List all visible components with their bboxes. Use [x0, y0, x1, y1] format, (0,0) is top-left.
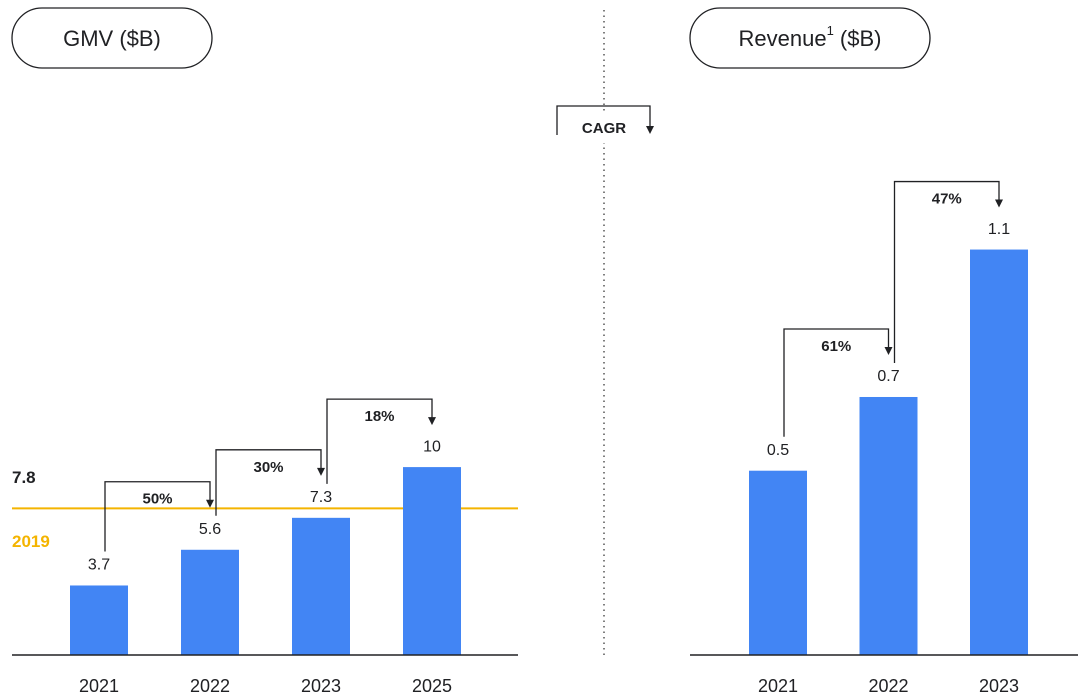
value-label: 5.6: [199, 521, 221, 538]
value-label: 7.3: [310, 489, 332, 506]
bar: [292, 517, 350, 655]
chart-title: GMV ($B): [63, 26, 161, 51]
cagr-label: 30%: [253, 459, 283, 476]
legend-arrowhead: [646, 126, 654, 134]
title-text: Revenue: [739, 26, 827, 51]
cagr-arrowhead: [317, 467, 325, 476]
cagr-label: 50%: [142, 491, 172, 508]
bar: [749, 470, 807, 655]
legend-arrow: [556, 105, 651, 135]
cagr-arrowhead: [206, 499, 214, 508]
bar: [970, 249, 1028, 656]
x-tick-label: 2025: [412, 676, 452, 696]
cagr-arrowhead: [995, 199, 1003, 208]
x-tick-label: 2022: [190, 676, 230, 696]
bar: [403, 467, 461, 655]
cagr-arrow: [104, 481, 211, 552]
x-tick-label: 2021: [758, 676, 798, 696]
title-pill: [11, 7, 213, 69]
bar: [70, 585, 128, 655]
cagr-arrow: [326, 398, 433, 484]
reference-value: 7.8: [12, 468, 36, 487]
reference-label: 2019: [12, 532, 50, 551]
cagr-arrowhead: [428, 417, 436, 426]
chart-title: Revenue1 ($B): [739, 23, 882, 50]
value-label: 0.5: [767, 442, 789, 459]
x-tick-label: 2021: [79, 676, 119, 696]
cagr-arrow: [783, 328, 890, 437]
bar: [181, 549, 239, 655]
x-tick-label: 2023: [979, 676, 1019, 696]
x-tick-label: 2023: [301, 676, 341, 696]
value-label: 10: [423, 438, 441, 455]
cagr-arrow: [215, 449, 322, 516]
cagr-arrow: [893, 180, 1000, 363]
value-label: 1.1: [988, 221, 1010, 238]
cagr-label: 18%: [364, 408, 394, 425]
bar: [859, 396, 918, 655]
title-suffix: ($B): [834, 26, 882, 51]
legend-bg: [568, 113, 640, 143]
value-label: 0.7: [877, 368, 899, 385]
cagr-arrowhead: [884, 346, 893, 355]
title-text: GMV ($B): [63, 26, 161, 51]
x-tick-label: 2022: [868, 676, 908, 696]
title-note: 1: [827, 23, 834, 38]
value-label: 3.7: [88, 557, 110, 574]
cagr-label: 47%: [932, 191, 962, 208]
legend-label: CAGR: [582, 120, 626, 137]
cagr-label: 61%: [821, 338, 851, 355]
title-pill: [689, 7, 931, 69]
